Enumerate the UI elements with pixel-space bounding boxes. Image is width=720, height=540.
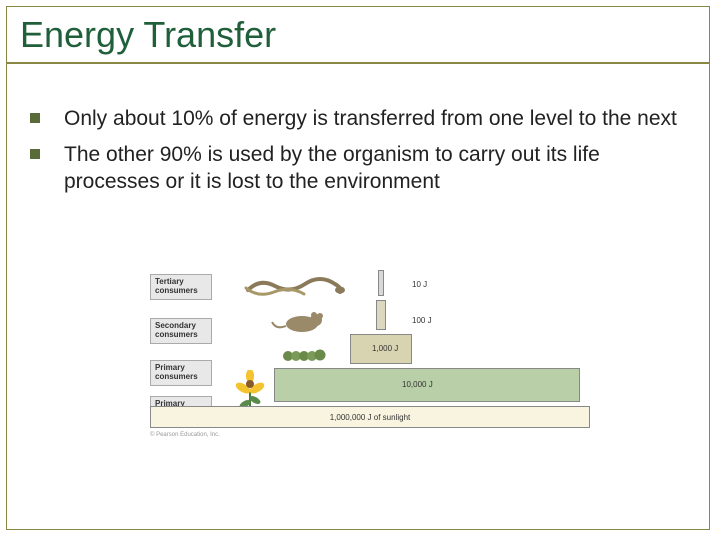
snake-icon — [240, 270, 350, 298]
slide-title: Energy Transfer — [20, 14, 276, 56]
energy-bar-tertiary — [378, 270, 384, 296]
energy-value-primary-producers: 10,000 J — [402, 380, 433, 389]
energy-value-primary-consumers: 1,000 J — [372, 344, 398, 353]
level-label-text: Primary consumers — [155, 363, 198, 381]
energy-value-secondary: 100 J — [412, 316, 432, 325]
sunlight-label: 1,000,000 J of sunlight — [150, 413, 590, 422]
level-label-text: Secondary consumers — [155, 321, 198, 339]
bullet-text: The other 90% is used by the organism to… — [64, 141, 690, 196]
level-label-secondary: Secondary consumers — [150, 318, 212, 344]
level-label-primary-consumers: Primary consumers — [150, 360, 212, 386]
copyright-text: © Pearson Education, Inc. — [150, 432, 220, 438]
energy-value-tertiary: 10 J — [412, 280, 427, 289]
energy-pyramid-diagram: Tertiary consumers 10 J Secondary consum… — [150, 268, 590, 478]
level-label-tertiary: Tertiary consumers — [150, 274, 212, 300]
bullet-item: Only about 10% of energy is transferred … — [30, 105, 690, 133]
mouse-icon — [270, 308, 330, 334]
title-underline — [6, 62, 710, 64]
bullet-marker-icon — [30, 113, 40, 123]
level-label-text: Tertiary consumers — [155, 277, 198, 295]
bullet-item: The other 90% is used by the organism to… — [30, 141, 690, 196]
energy-bar-secondary — [376, 300, 386, 330]
bullet-list: Only about 10% of energy is transferred … — [30, 105, 690, 204]
bullet-text: Only about 10% of energy is transferred … — [64, 105, 677, 133]
caterpillar-icon — [280, 346, 330, 364]
bullet-marker-icon — [30, 149, 40, 159]
